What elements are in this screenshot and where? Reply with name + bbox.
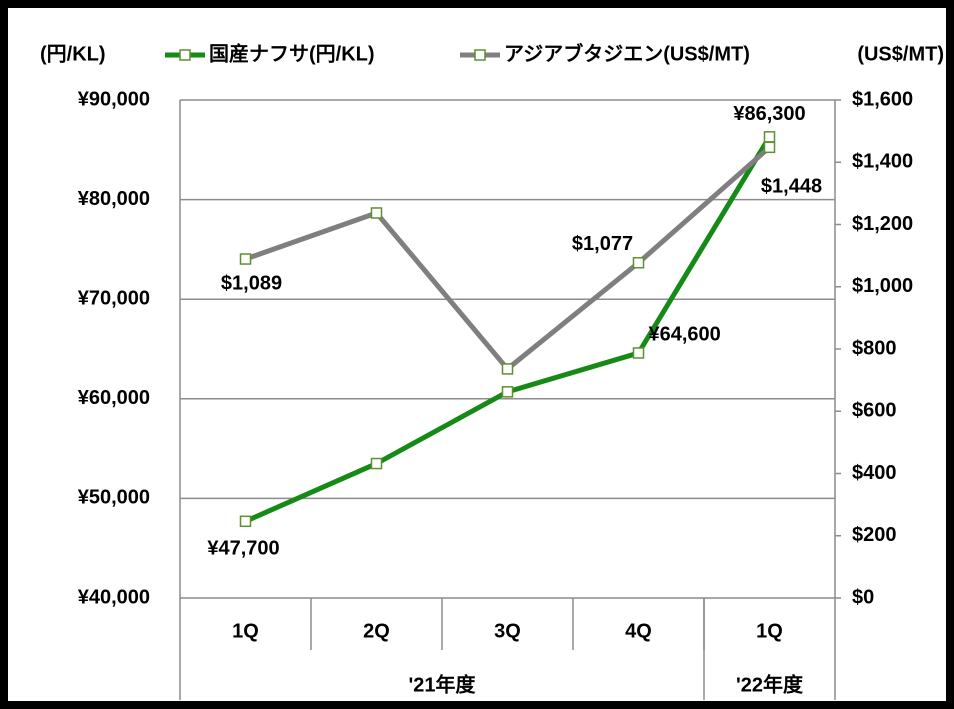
legend-marker bbox=[179, 49, 191, 61]
series-marker bbox=[763, 131, 776, 143]
y2-tick-label: $0 bbox=[852, 586, 874, 608]
data-label: $1,089 bbox=[221, 272, 282, 294]
x-tick-label: 1Q bbox=[756, 620, 783, 642]
data-label: ¥47,700 bbox=[207, 538, 279, 560]
series-marker bbox=[501, 363, 514, 375]
group-label: '21年度 bbox=[408, 672, 476, 696]
data-label: $1,077 bbox=[572, 233, 633, 255]
y2-unit-label: (US$/MT) bbox=[857, 43, 944, 65]
group-label: '22年度 bbox=[736, 672, 804, 696]
y2-tick-label: $200 bbox=[852, 524, 897, 546]
series-marker bbox=[239, 515, 252, 528]
y2-tick-label: $1,600 bbox=[852, 88, 913, 110]
y-tick-label: ¥60,000 bbox=[78, 387, 150, 409]
series-marker bbox=[370, 457, 383, 470]
series-marker bbox=[370, 207, 383, 219]
y-tick-label: ¥80,000 bbox=[78, 188, 150, 210]
data-label: $1,448 bbox=[761, 176, 822, 198]
y2-tick-label: $600 bbox=[852, 400, 897, 422]
series-marker bbox=[239, 253, 252, 265]
y2-tick-label: $1,000 bbox=[852, 275, 913, 297]
series-marker bbox=[632, 257, 645, 269]
x-tick-label: 3Q bbox=[494, 620, 521, 642]
series-marker bbox=[632, 347, 645, 359]
legend-label: 国産ナフサ(円/KL) bbox=[209, 41, 375, 65]
legend-marker bbox=[474, 49, 486, 61]
x-tick-label: 1Q bbox=[232, 620, 259, 642]
series-marker bbox=[501, 386, 514, 398]
x-tick-label: 4Q bbox=[625, 620, 652, 642]
y2-tick-label: $400 bbox=[852, 462, 897, 484]
y2-tick-label: $800 bbox=[852, 337, 897, 359]
x-tick-label: 2Q bbox=[363, 620, 390, 642]
series-marker bbox=[763, 141, 776, 154]
y-tick-label: ¥90,000 bbox=[78, 88, 150, 110]
y2-tick-label: $1,200 bbox=[852, 213, 913, 235]
chart-background bbox=[8, 8, 946, 701]
y-unit-label: (円/KL) bbox=[40, 43, 106, 65]
y-tick-label: ¥50,000 bbox=[78, 487, 150, 509]
y-tick-label: ¥40,000 bbox=[78, 586, 150, 608]
y-tick-label: ¥70,000 bbox=[78, 287, 150, 309]
legend-label: アジアブタジエン(US$/MT) bbox=[504, 41, 750, 65]
data-label: ¥64,600 bbox=[649, 323, 721, 345]
y2-tick-label: $1,400 bbox=[852, 151, 913, 173]
data-label: ¥86,300 bbox=[733, 103, 805, 125]
